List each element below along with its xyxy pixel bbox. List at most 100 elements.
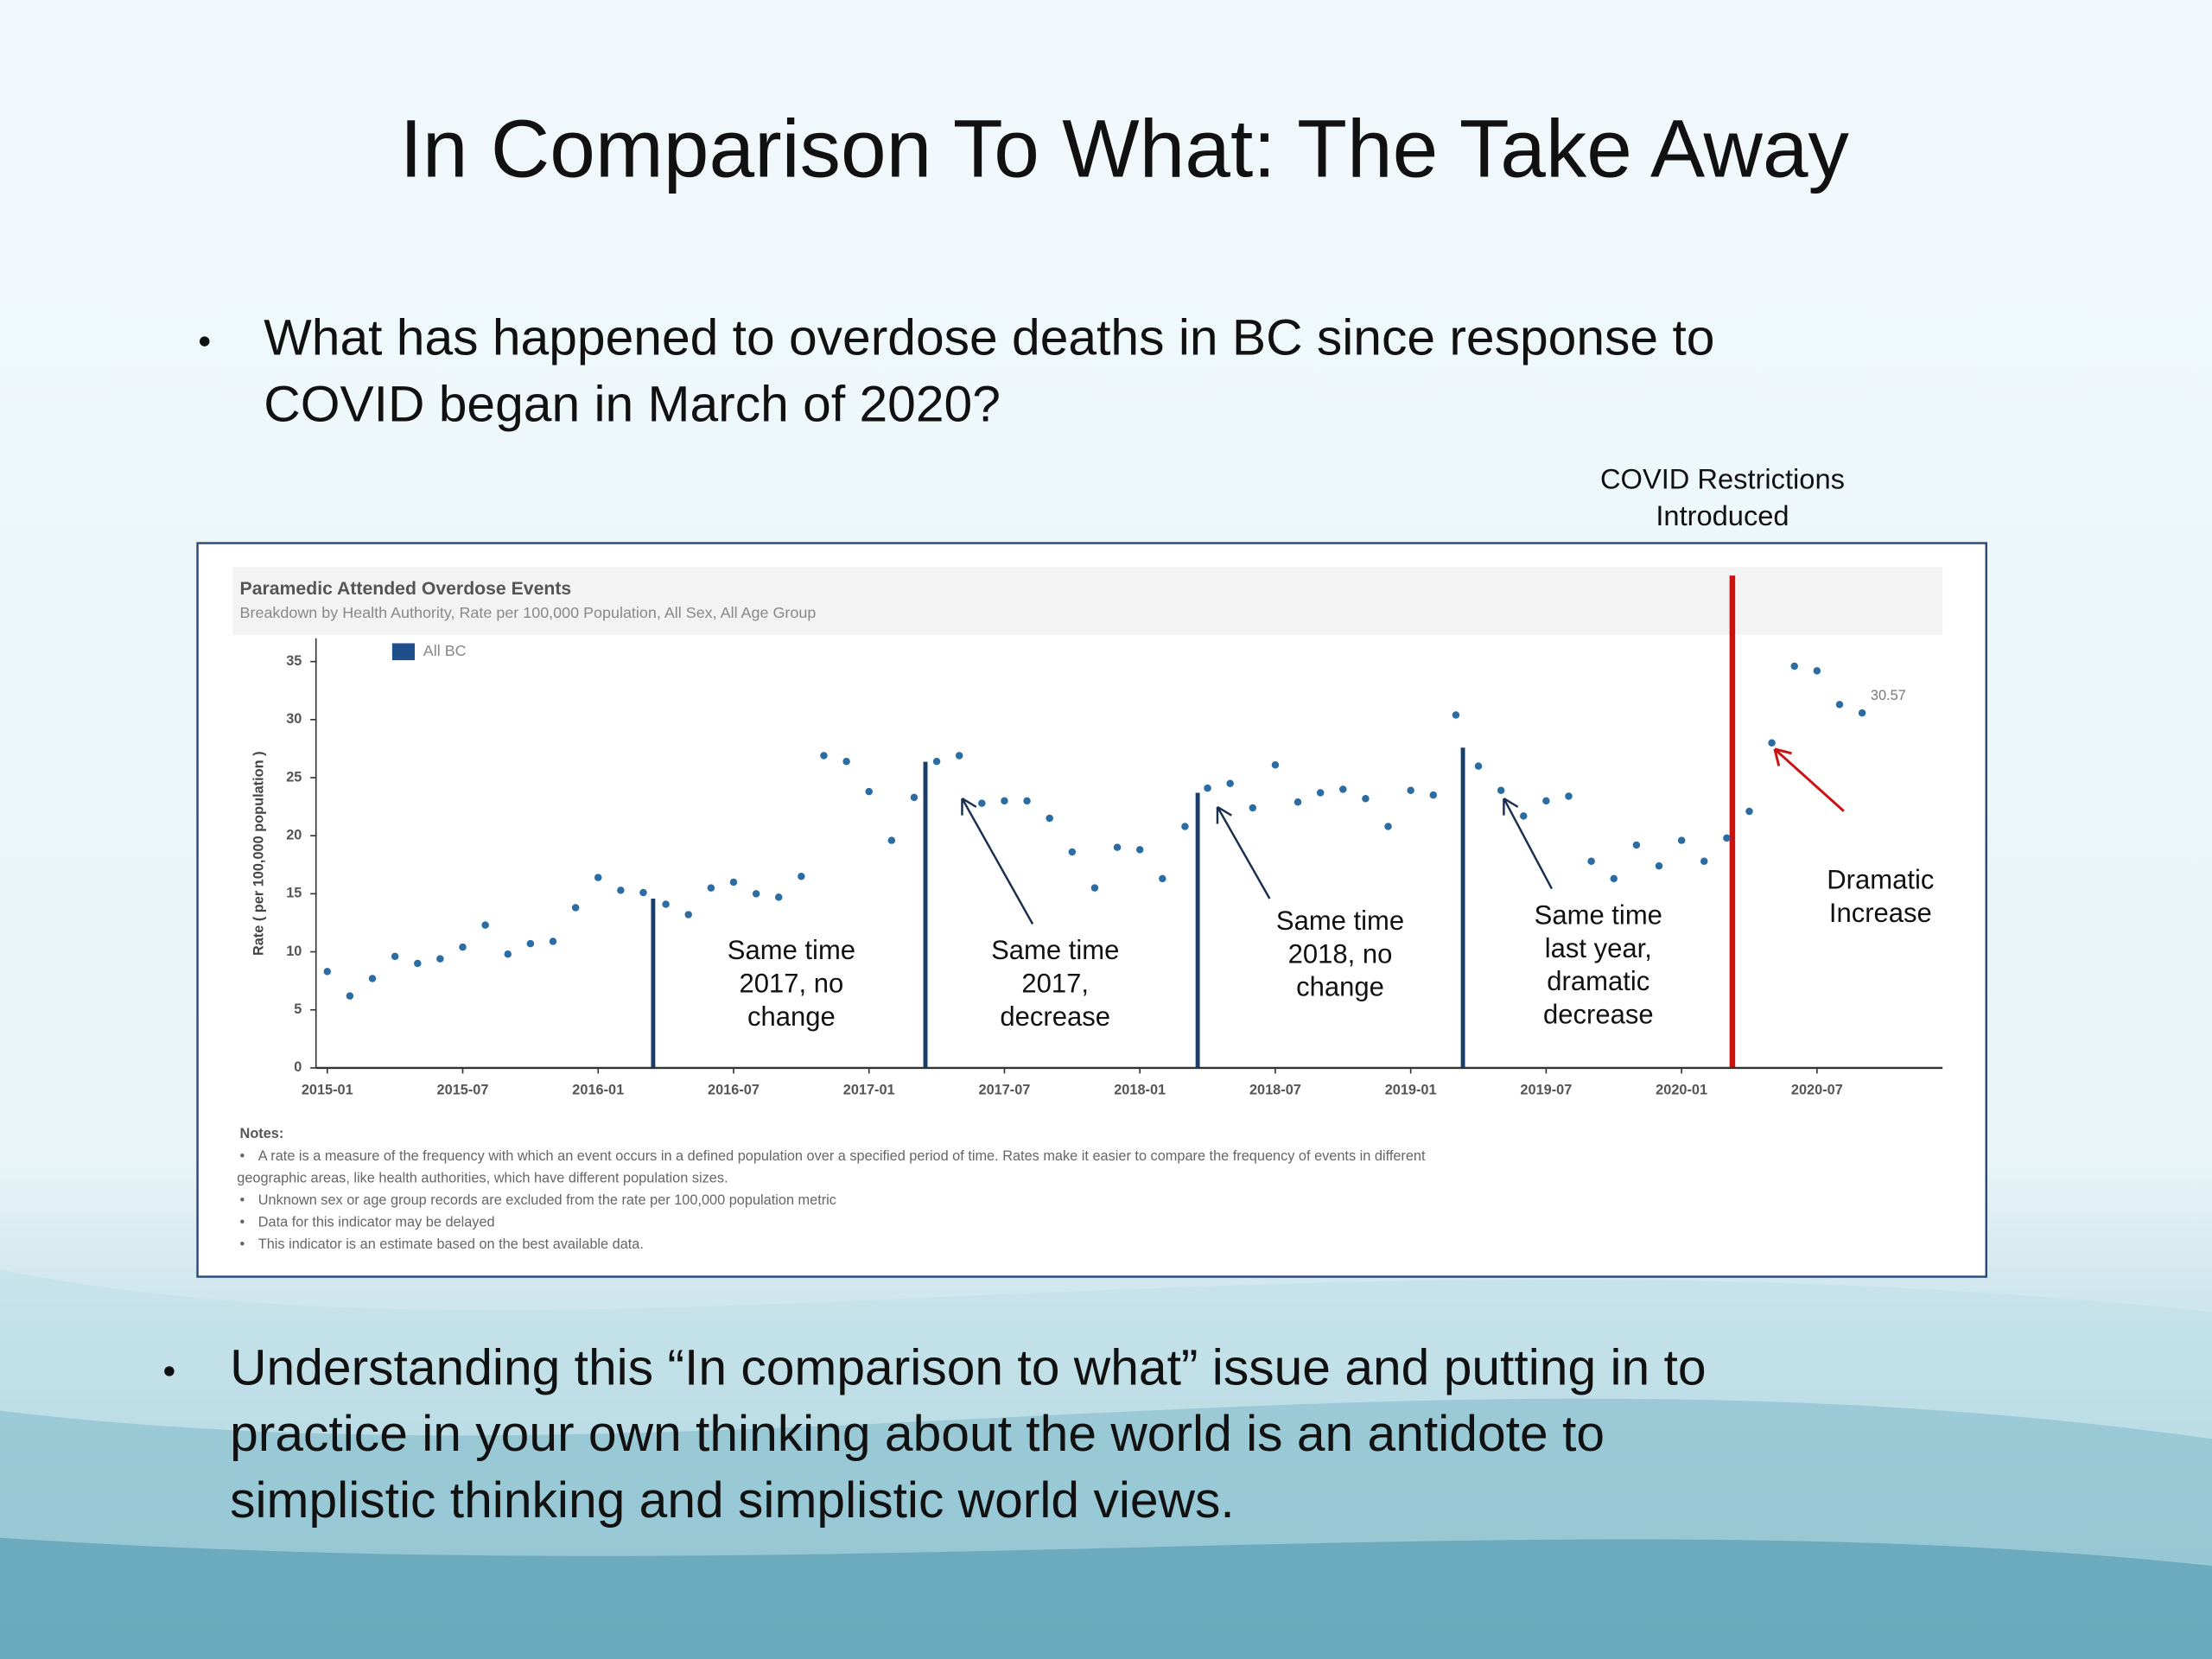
point (1407, 786, 1414, 795)
annotation: 2018, no (1288, 938, 1393, 969)
chart-title: Paramedic Attended Overdose Events (240, 579, 572, 599)
annotation: decrease (1543, 1000, 1654, 1030)
point (1316, 789, 1325, 797)
point (526, 939, 535, 948)
y-tick-label: 25 (286, 769, 302, 785)
point (1384, 823, 1392, 830)
note-bullet: • (240, 1192, 245, 1208)
point (459, 943, 467, 951)
point (662, 900, 670, 908)
point (1565, 792, 1573, 800)
y-tick-label: 30 (286, 711, 302, 727)
chart-subtitle: Breakdown by Health Authority, Rate per … (240, 604, 817, 621)
point (594, 874, 602, 881)
annotation: 2017, no (740, 969, 844, 999)
point (1226, 779, 1234, 787)
point (436, 955, 444, 963)
point (1542, 797, 1550, 805)
point (1362, 794, 1370, 803)
point (684, 911, 692, 918)
chart-frame (196, 542, 1987, 1278)
x-tick-label: 2015-07 (437, 1082, 489, 1097)
point (1159, 874, 1166, 883)
legend-label: All BC (423, 642, 467, 659)
x-tick-label: 2016-01 (572, 1082, 624, 1097)
x-tick-label: 2019-07 (1520, 1082, 1572, 1097)
point (820, 752, 828, 760)
point (414, 959, 422, 968)
bullet-text: practice in your own thinking about the … (230, 1406, 1605, 1462)
point (1204, 784, 1211, 792)
point (323, 968, 332, 976)
bullet-text: simplistic thinking and simplistic world… (230, 1472, 1235, 1529)
point (1023, 797, 1031, 805)
point (481, 921, 489, 929)
point (887, 836, 896, 844)
bullet-dot (164, 1366, 175, 1376)
point (1090, 884, 1099, 892)
point (1858, 709, 1866, 717)
point (978, 799, 986, 807)
point (1181, 823, 1189, 830)
point (1768, 739, 1776, 747)
point (1520, 812, 1528, 820)
point (549, 938, 557, 945)
point (865, 787, 873, 796)
bullet-dot (200, 336, 210, 346)
annotation: Dramatic (1827, 865, 1934, 895)
point (1068, 848, 1077, 856)
annotation: change (1296, 972, 1384, 1002)
annotation: Same time (1276, 906, 1404, 936)
annotation: change (747, 1001, 836, 1032)
y-tick-label: 0 (294, 1059, 302, 1075)
arrow (961, 798, 1034, 925)
y-tick-label: 35 (286, 653, 302, 669)
y-tick-label: 5 (294, 1001, 302, 1017)
annotation: Increase (1829, 898, 1932, 928)
x-tick-label: 2020-07 (1791, 1082, 1843, 1097)
arrow (1773, 747, 1845, 812)
point (1339, 785, 1347, 793)
point (1001, 797, 1008, 805)
point (1610, 874, 1618, 883)
bullet-text: COVID began in March of 2020? (264, 376, 1001, 432)
arrow (1503, 798, 1553, 890)
point (955, 752, 963, 760)
annotation: dramatic (1547, 966, 1649, 996)
point (1113, 843, 1122, 851)
y-tick-label: 10 (286, 944, 302, 959)
point (639, 888, 647, 897)
point (1587, 857, 1595, 865)
point (1046, 814, 1053, 823)
y-tick-label: 15 (286, 886, 302, 901)
note-text: geographic areas, like health authoritie… (237, 1171, 728, 1186)
annotation: last year, (1545, 933, 1652, 963)
x-tick-label: 2017-07 (979, 1082, 1031, 1097)
x-tick-label: 2019-01 (1385, 1082, 1437, 1097)
point (1813, 667, 1821, 675)
point (1429, 791, 1438, 799)
chart-header (232, 567, 1943, 635)
note-bullet: • (240, 1214, 245, 1230)
point (1655, 861, 1663, 870)
x-tick-label: 2020-01 (1656, 1082, 1707, 1097)
point (1497, 786, 1505, 795)
y-tick-label: 20 (286, 828, 302, 843)
point (1632, 841, 1641, 849)
point (504, 950, 512, 958)
x-tick-label: 2018-07 (1249, 1082, 1301, 1097)
note-bullet: • (240, 1148, 245, 1164)
callout-text: Introduced (1656, 499, 1789, 531)
point (1677, 836, 1686, 844)
point (729, 878, 738, 887)
note-bullet: • (240, 1236, 245, 1252)
x-tick-label: 2018-01 (1114, 1082, 1166, 1097)
point (1271, 760, 1280, 769)
callout-text: COVID Restrictions (1600, 462, 1845, 494)
point (774, 893, 783, 901)
y-axis-label: Rate ( per 100,000 population ) (251, 751, 267, 956)
annotation: Same time (728, 935, 855, 965)
slide-title: In Comparison To What: The Take Away (400, 104, 1850, 195)
